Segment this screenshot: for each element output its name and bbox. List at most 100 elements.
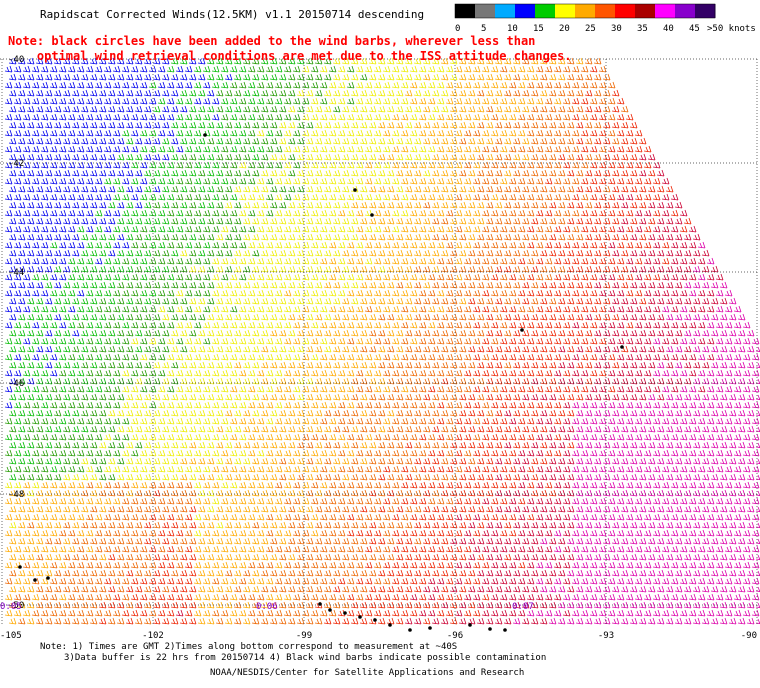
wind-barb — [517, 353, 526, 361]
wind-barb — [71, 137, 80, 145]
wind-barb — [31, 545, 40, 553]
wind-barb — [485, 233, 494, 241]
wind-barb — [517, 193, 526, 201]
wind-barb — [292, 513, 301, 521]
wind-barb — [22, 161, 31, 169]
wind-barb — [445, 161, 454, 169]
wind-barb — [503, 409, 512, 417]
wind-barb — [544, 97, 553, 105]
wind-barb — [602, 169, 611, 177]
wind-barb — [566, 137, 575, 145]
wind-barb — [274, 289, 283, 297]
wind-barb — [139, 417, 148, 425]
wind-barb — [161, 553, 170, 561]
wind-barb — [328, 113, 337, 121]
wind-barb — [377, 89, 386, 97]
wind-barb — [598, 369, 607, 377]
wind-barb — [22, 193, 31, 201]
wind-barb — [377, 505, 386, 513]
wind-barb — [422, 345, 431, 353]
wind-barb — [710, 409, 719, 417]
wind-barb — [575, 137, 584, 145]
wind-barb — [364, 401, 373, 409]
wind-barb — [499, 385, 508, 393]
wind-barb — [368, 361, 377, 369]
wind-barb — [323, 153, 332, 161]
wind-barb — [125, 281, 134, 289]
wind-barb — [85, 305, 94, 313]
wind-barb — [580, 529, 589, 537]
wind-barb — [467, 329, 476, 337]
wind-barb — [620, 281, 629, 289]
wind-barb — [157, 97, 166, 105]
wind-barb — [368, 233, 377, 241]
wind-barb — [382, 433, 391, 441]
wind-barb — [472, 129, 481, 137]
wind-barb — [242, 73, 251, 81]
wind-barb — [490, 289, 499, 297]
wind-barb — [422, 121, 431, 129]
wind-barb — [107, 281, 116, 289]
wind-barb — [661, 225, 670, 233]
wind-barb — [688, 289, 697, 297]
wind-barb — [67, 497, 76, 505]
wind-barb — [539, 409, 548, 417]
wind-barb — [85, 113, 94, 121]
wind-barb — [647, 233, 656, 241]
wind-barb — [661, 465, 670, 473]
wind-barb — [476, 553, 485, 561]
wind-barb — [206, 441, 215, 449]
wind-barb — [647, 153, 656, 161]
wind-barb — [278, 169, 287, 177]
wind-barb — [589, 369, 598, 377]
wind-barb — [454, 129, 463, 137]
wind-barb — [697, 369, 706, 377]
wind-barb — [152, 521, 161, 529]
wind-barb — [112, 561, 121, 569]
wind-barb — [418, 129, 427, 137]
wind-barb — [341, 137, 350, 145]
wind-barb — [476, 73, 485, 81]
wind-barb — [530, 153, 539, 161]
wind-barb — [355, 529, 364, 537]
wind-barb — [17, 345, 26, 353]
wind-barb — [449, 265, 458, 273]
wind-barb — [634, 481, 643, 489]
wind-barb — [71, 489, 80, 497]
wind-barb — [130, 81, 139, 89]
wind-barb — [661, 321, 670, 329]
wind-barb — [341, 57, 350, 65]
wind-barb — [494, 265, 503, 273]
wind-barb — [265, 465, 274, 473]
wind-barb — [454, 481, 463, 489]
wind-barb — [364, 481, 373, 489]
wind-barb — [544, 177, 553, 185]
wind-barb — [193, 81, 202, 89]
wind-barb — [472, 177, 481, 185]
wind-barb — [260, 265, 269, 273]
wind-barb — [728, 441, 737, 449]
wind-barb — [296, 425, 305, 433]
wind-barb — [332, 185, 341, 193]
wind-barb — [125, 121, 134, 129]
wind-barb — [314, 553, 323, 561]
wind-barb — [580, 337, 589, 345]
wind-barb — [44, 457, 53, 465]
wind-barb — [593, 185, 602, 193]
wind-barb — [103, 417, 112, 425]
wind-barb — [62, 121, 71, 129]
wind-barb — [13, 145, 22, 153]
wind-barb — [22, 401, 31, 409]
wind-barb — [251, 393, 260, 401]
wind-barb — [350, 425, 359, 433]
wind-barb — [629, 153, 638, 161]
wind-barb — [103, 225, 112, 233]
wind-barb — [67, 433, 76, 441]
wind-barb — [674, 505, 683, 513]
wind-barb — [485, 441, 494, 449]
wind-barb — [134, 521, 143, 529]
wind-barb — [152, 537, 161, 545]
wind-barb — [229, 529, 238, 537]
wind-barb — [157, 529, 166, 537]
wind-barb — [179, 521, 188, 529]
